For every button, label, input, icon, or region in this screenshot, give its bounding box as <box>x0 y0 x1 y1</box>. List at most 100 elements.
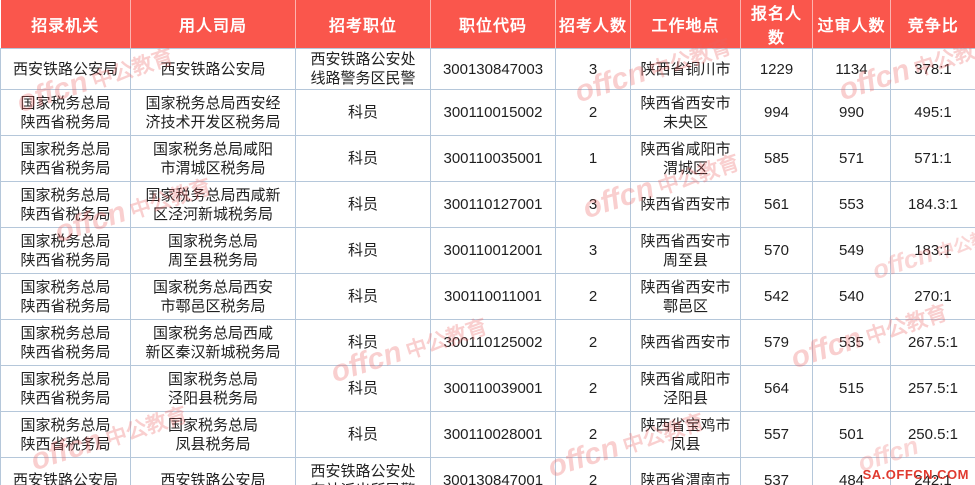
table-row: 国家税务总局 陕西省税务局 国家税务总局 凤县税务局 科员 3001100280… <box>0 411 975 459</box>
cell-agency: 国家税务总局 陕西省税务局 <box>0 89 131 137</box>
cell-agency: 国家税务总局 陕西省税务局 <box>0 181 131 229</box>
cell-ratio: 242:1 <box>890 457 975 485</box>
cell-approved: 990 <box>812 89 891 137</box>
cell-location: 陕西省西安市 周至县 <box>630 227 741 275</box>
cell-recruits: 3 <box>555 47 631 91</box>
table-row: 国家税务总局 陕西省税务局 国家税务总局西咸 新区秦汉新城税务局 科员 3001… <box>0 319 975 367</box>
cell-code: 300110127001 <box>430 181 556 229</box>
table-row: 国家税务总局 陕西省税务局 国家税务总局西安经 济技术开发区税务局 科员 300… <box>0 89 975 137</box>
cell-applicants: 579 <box>740 319 813 367</box>
cell-recruits: 2 <box>555 319 631 367</box>
cell-location: 陕西省西安市 <box>630 319 741 367</box>
cell-ratio: 267.5:1 <box>890 319 975 367</box>
cell-location: 陕西省宝鸡市 凤县 <box>630 411 741 459</box>
cell-applicants: 542 <box>740 273 813 321</box>
cell-department: 国家税务总局西安 市鄠邑区税务局 <box>130 273 296 321</box>
cell-location: 陕西省铜川市 <box>630 47 741 91</box>
cell-recruits: 2 <box>555 365 631 413</box>
cell-ratio: 257.5:1 <box>890 365 975 413</box>
table-row: 国家税务总局 陕西省税务局 国家税务总局 泾阳县税务局 科员 300110039… <box>0 365 975 413</box>
table-row: 国家税务总局 陕西省税务局 国家税务总局西咸新 区泾河新城税务局 科员 3001… <box>0 181 975 229</box>
cell-department: 国家税务总局 凤县税务局 <box>130 411 296 459</box>
cell-position: 科员 <box>295 227 431 275</box>
cell-approved: 535 <box>812 319 891 367</box>
cell-code: 300110028001 <box>430 411 556 459</box>
header-cell-agency: 招录机关 <box>0 0 131 49</box>
cell-ratio: 270:1 <box>890 273 975 321</box>
cell-location: 陕西省咸阳市 泾阳县 <box>630 365 741 413</box>
cell-applicants: 561 <box>740 181 813 229</box>
cell-applicants: 570 <box>740 227 813 275</box>
cell-approved: 540 <box>812 273 891 321</box>
cell-approved: 484 <box>812 457 891 485</box>
cell-agency: 国家税务总局 陕西省税务局 <box>0 319 131 367</box>
table-row: 国家税务总局 陕西省税务局 国家税务总局咸阳 市渭城区税务局 科员 300110… <box>0 135 975 183</box>
cell-agency: 国家税务总局 陕西省税务局 <box>0 411 131 459</box>
cell-location: 陕西省西安市 未央区 <box>630 89 741 137</box>
header-cell-position: 招考职位 <box>295 0 431 49</box>
cell-department: 国家税务总局西咸新 区泾河新城税务局 <box>130 181 296 229</box>
cell-location: 陕西省西安市 <box>630 181 741 229</box>
cell-position: 科员 <box>295 89 431 137</box>
cell-department: 国家税务总局 周至县税务局 <box>130 227 296 275</box>
cell-ratio: 183:1 <box>890 227 975 275</box>
cell-position: 西安铁路公安处 车站派出所民警 <box>295 457 431 485</box>
cell-location: 陕西省渭南市 <box>630 457 741 485</box>
cell-code: 300130847003 <box>430 47 556 91</box>
cell-approved: 549 <box>812 227 891 275</box>
cell-approved: 501 <box>812 411 891 459</box>
table-header-row: 招录机关 用人司局 招考职位 职位代码 招考人数 工作地点 报名人数 过审人数 … <box>0 0 975 49</box>
cell-position: 科员 <box>295 273 431 321</box>
cell-position: 科员 <box>295 319 431 367</box>
cell-agency: 国家税务总局 陕西省税务局 <box>0 365 131 413</box>
cell-applicants: 537 <box>740 457 813 485</box>
cell-position: 西安铁路公安处 线路警务区民警 <box>295 47 431 91</box>
cell-ratio: 495:1 <box>890 89 975 137</box>
cell-applicants: 585 <box>740 135 813 183</box>
cell-agency: 国家税务总局 陕西省税务局 <box>0 135 131 183</box>
cell-ratio: 250.5:1 <box>890 411 975 459</box>
cell-code: 300110011001 <box>430 273 556 321</box>
cell-department: 西安铁路公安局 <box>130 47 296 91</box>
cell-code: 300110012001 <box>430 227 556 275</box>
cell-recruits: 3 <box>555 181 631 229</box>
cell-location: 陕西省咸阳市 渭城区 <box>630 135 741 183</box>
cell-location: 陕西省西安市 鄠邑区 <box>630 273 741 321</box>
cell-department: 国家税务总局咸阳 市渭城区税务局 <box>130 135 296 183</box>
cell-recruits: 3 <box>555 227 631 275</box>
cell-applicants: 564 <box>740 365 813 413</box>
cell-approved: 571 <box>812 135 891 183</box>
cell-code: 300130847001 <box>430 457 556 485</box>
cell-position: 科员 <box>295 365 431 413</box>
cell-position: 科员 <box>295 135 431 183</box>
table-row: 西安铁路公安局 西安铁路公安局 西安铁路公安处 线路警务区民警 30013084… <box>0 47 975 91</box>
site-watermark: SA.OFFCN.COM <box>862 467 969 482</box>
cell-recruits: 2 <box>555 89 631 137</box>
cell-code: 300110015002 <box>430 89 556 137</box>
cell-agency: 国家税务总局 陕西省税务局 <box>0 227 131 275</box>
header-cell-recruits: 招考人数 <box>555 0 631 49</box>
header-cell-applicants: 报名人数 <box>740 0 813 49</box>
header-cell-code: 职位代码 <box>430 0 556 49</box>
cell-position: 科员 <box>295 411 431 459</box>
cell-recruits: 1 <box>555 135 631 183</box>
cell-code: 300110039001 <box>430 365 556 413</box>
cell-department: 国家税务总局 泾阳县税务局 <box>130 365 296 413</box>
cell-applicants: 557 <box>740 411 813 459</box>
cell-ratio: 571:1 <box>890 135 975 183</box>
cell-department: 国家税务总局西安经 济技术开发区税务局 <box>130 89 296 137</box>
cell-ratio: 184.3:1 <box>890 181 975 229</box>
cell-approved: 1134 <box>812 47 891 91</box>
cell-department: 西安铁路公安局 <box>130 457 296 485</box>
cell-recruits: 2 <box>555 273 631 321</box>
table-row: 国家税务总局 陕西省税务局 国家税务总局西安 市鄠邑区税务局 科员 300110… <box>0 273 975 321</box>
header-cell-approved: 过审人数 <box>812 0 891 49</box>
cell-applicants: 1229 <box>740 47 813 91</box>
cell-recruits: 2 <box>555 411 631 459</box>
cell-recruits: 2 <box>555 457 631 485</box>
cell-agency: 西安铁路公安局 <box>0 457 131 485</box>
cell-applicants: 994 <box>740 89 813 137</box>
cell-code: 300110035001 <box>430 135 556 183</box>
cell-approved: 515 <box>812 365 891 413</box>
